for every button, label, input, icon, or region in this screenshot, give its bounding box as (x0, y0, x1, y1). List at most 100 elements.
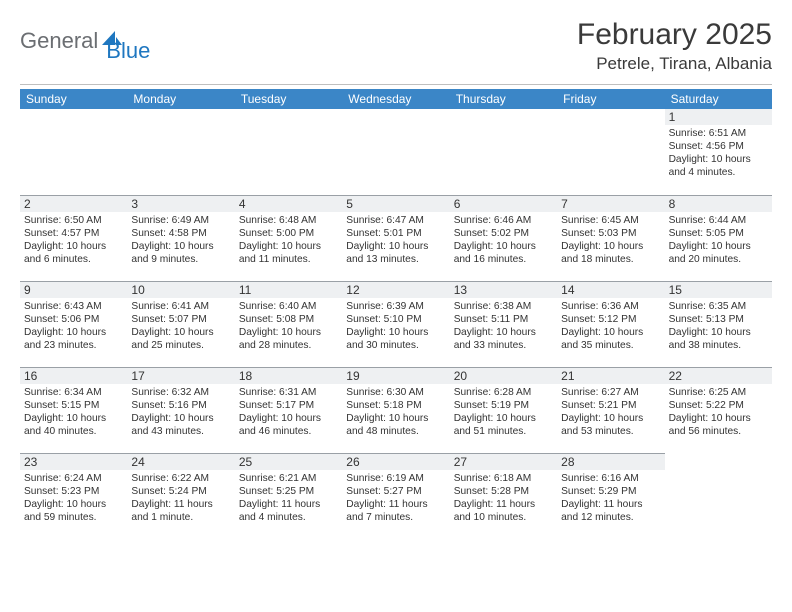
sunrise-text: Sunrise: 6:31 AM (239, 386, 338, 399)
sunrise-text: Sunrise: 6:51 AM (669, 127, 768, 140)
sunrise-text: Sunrise: 6:50 AM (24, 214, 123, 227)
empty-cell (450, 109, 557, 195)
day-number: 2 (20, 196, 127, 212)
day-cell: 28Sunrise: 6:16 AMSunset: 5:29 PMDayligh… (557, 453, 664, 539)
day-number: 26 (342, 454, 449, 470)
empty-cell (665, 453, 772, 539)
day-cell: 3 Sunrise: 6:49 AMSunset: 4:58 PMDaylight… (127, 195, 234, 281)
day-number: 1 (665, 109, 772, 125)
sunset-text: Sunset: 5:03 PM (561, 227, 660, 240)
empty-cell (235, 109, 342, 195)
sunrise-text: Sunrise: 6:22 AM (131, 472, 230, 485)
day-info: Sunrise: 6:32 AMSunset: 5:16 PMDaylight:… (131, 386, 230, 438)
sunset-text: Sunset: 5:00 PM (239, 227, 338, 240)
sunset-text: Sunset: 5:07 PM (131, 313, 230, 326)
day-number: 8 (665, 196, 772, 212)
daylight-text: Daylight: 10 hours and 6 minutes. (24, 240, 123, 266)
daylight-text: Daylight: 10 hours and 43 minutes. (131, 412, 230, 438)
sunset-text: Sunset: 5:21 PM (561, 399, 660, 412)
sunset-text: Sunset: 5:08 PM (239, 313, 338, 326)
empty-cell (127, 109, 234, 195)
day-info: Sunrise: 6:40 AMSunset: 5:08 PMDaylight:… (239, 300, 338, 352)
day-info: Sunrise: 6:43 AMSunset: 5:06 PMDaylight:… (24, 300, 123, 352)
day-info: Sunrise: 6:22 AMSunset: 5:24 PMDaylight:… (131, 472, 230, 524)
sunset-text: Sunset: 5:16 PM (131, 399, 230, 412)
day-cell: 1Sunrise: 6:51 AMSunset: 4:56 PMDaylight… (665, 109, 772, 195)
daylight-text: Daylight: 10 hours and 35 minutes. (561, 326, 660, 352)
sunrise-text: Sunrise: 6:47 AM (346, 214, 445, 227)
sunrise-text: Sunrise: 6:35 AM (669, 300, 768, 313)
day-number: 13 (450, 282, 557, 298)
day-info: Sunrise: 6:34 AMSunset: 5:15 PMDaylight:… (24, 386, 123, 438)
day-info: Sunrise: 6:28 AMSunset: 5:19 PMDaylight:… (454, 386, 553, 438)
day-info: Sunrise: 6:27 AMSunset: 5:21 PMDaylight:… (561, 386, 660, 438)
sunset-text: Sunset: 5:11 PM (454, 313, 553, 326)
weeks-container: 1Sunrise: 6:51 AMSunset: 4:56 PMDaylight… (20, 109, 772, 539)
weekday-monday: Monday (127, 89, 234, 109)
day-cell: 9 Sunrise: 6:43 AMSunset: 5:06 PMDaylight… (20, 281, 127, 367)
day-info: Sunrise: 6:19 AMSunset: 5:27 PMDaylight:… (346, 472, 445, 524)
day-cell: 25Sunrise: 6:21 AMSunset: 5:25 PMDayligh… (235, 453, 342, 539)
day-number: 21 (557, 368, 664, 384)
day-number: 3 (127, 196, 234, 212)
daylight-text: Daylight: 10 hours and 11 minutes. (239, 240, 338, 266)
sunset-text: Sunset: 5:13 PM (669, 313, 768, 326)
month-title: February 2025 (577, 18, 772, 52)
daylight-text: Daylight: 10 hours and 18 minutes. (561, 240, 660, 266)
daylight-text: Daylight: 10 hours and 38 minutes. (669, 326, 768, 352)
day-info: Sunrise: 6:50 AMSunset: 4:57 PMDaylight:… (24, 214, 123, 266)
daylight-text: Daylight: 10 hours and 9 minutes. (131, 240, 230, 266)
day-info: Sunrise: 6:49 AMSunset: 4:58 PMDaylight:… (131, 214, 230, 266)
day-number: 27 (450, 454, 557, 470)
daylight-text: Daylight: 11 hours and 10 minutes. (454, 498, 553, 524)
day-info: Sunrise: 6:18 AMSunset: 5:28 PMDaylight:… (454, 472, 553, 524)
day-number: 24 (127, 454, 234, 470)
daylight-text: Daylight: 10 hours and 20 minutes. (669, 240, 768, 266)
day-cell: 15Sunrise: 6:35 AMSunset: 5:13 PMDayligh… (665, 281, 772, 367)
sunset-text: Sunset: 4:57 PM (24, 227, 123, 240)
sunrise-text: Sunrise: 6:40 AM (239, 300, 338, 313)
daylight-text: Daylight: 10 hours and 25 minutes. (131, 326, 230, 352)
logo-text-general: General (20, 28, 98, 54)
sunset-text: Sunset: 5:01 PM (346, 227, 445, 240)
weekday-sunday: Sunday (20, 89, 127, 109)
location-text: Petrele, Tirana, Albania (577, 54, 772, 74)
day-cell: 22Sunrise: 6:25 AMSunset: 5:22 PMDayligh… (665, 367, 772, 453)
daylight-text: Daylight: 10 hours and 13 minutes. (346, 240, 445, 266)
sunset-text: Sunset: 5:12 PM (561, 313, 660, 326)
sunset-text: Sunset: 5:05 PM (669, 227, 768, 240)
week-row: 2Sunrise: 6:50 AMSunset: 4:57 PMDaylight… (20, 195, 772, 281)
day-info: Sunrise: 6:21 AMSunset: 5:25 PMDaylight:… (239, 472, 338, 524)
day-info: Sunrise: 6:38 AMSunset: 5:11 PMDaylight:… (454, 300, 553, 352)
day-cell: 26 Sunrise: 6:19 AMSunset: 5:27 PMDayligh… (342, 453, 449, 539)
sunset-text: Sunset: 5:15 PM (24, 399, 123, 412)
sunrise-text: Sunrise: 6:32 AM (131, 386, 230, 399)
day-cell: 11Sunrise: 6:40 AMSunset: 5:08 PMDayligh… (235, 281, 342, 367)
weekday-wednesday: Wednesday (342, 89, 449, 109)
day-cell: 5Sunrise: 6:47 AMSunset: 5:01 PMDaylight… (342, 195, 449, 281)
weekday-saturday: Saturday (665, 89, 772, 109)
day-number: 12 (342, 282, 449, 298)
daylight-text: Daylight: 10 hours and 16 minutes. (454, 240, 553, 266)
sunrise-text: Sunrise: 6:39 AM (346, 300, 445, 313)
daylight-text: Daylight: 10 hours and 59 minutes. (24, 498, 123, 524)
daylight-text: Daylight: 11 hours and 7 minutes. (346, 498, 445, 524)
logo-text-blue: Blue (106, 38, 150, 64)
day-cell: 8Sunrise: 6:44 AMSunset: 5:05 PMDaylight… (665, 195, 772, 281)
sunrise-text: Sunrise: 6:38 AM (454, 300, 553, 313)
daylight-text: Daylight: 10 hours and 40 minutes. (24, 412, 123, 438)
sunset-text: Sunset: 5:23 PM (24, 485, 123, 498)
day-cell: 24 Sunrise: 6:22 AMSunset: 5:24 PMDayligh… (127, 453, 234, 539)
day-cell: 12Sunrise: 6:39 AMSunset: 5:10 PMDayligh… (342, 281, 449, 367)
day-number: 9 (20, 282, 127, 298)
day-cell: 19Sunrise: 6:30 AMSunset: 5:18 PMDayligh… (342, 367, 449, 453)
sunset-text: Sunset: 5:02 PM (454, 227, 553, 240)
day-info: Sunrise: 6:41 AMSunset: 5:07 PMDaylight:… (131, 300, 230, 352)
day-number: 28 (557, 454, 664, 470)
week-row: 16Sunrise: 6:34 AMSunset: 5:15 PMDayligh… (20, 367, 772, 453)
sunrise-text: Sunrise: 6:28 AM (454, 386, 553, 399)
sunrise-text: Sunrise: 6:25 AM (669, 386, 768, 399)
daylight-text: Daylight: 10 hours and 53 minutes. (561, 412, 660, 438)
day-info: Sunrise: 6:24 AMSunset: 5:23 PMDaylight:… (24, 472, 123, 524)
day-info: Sunrise: 6:47 AMSunset: 5:01 PMDaylight:… (346, 214, 445, 266)
